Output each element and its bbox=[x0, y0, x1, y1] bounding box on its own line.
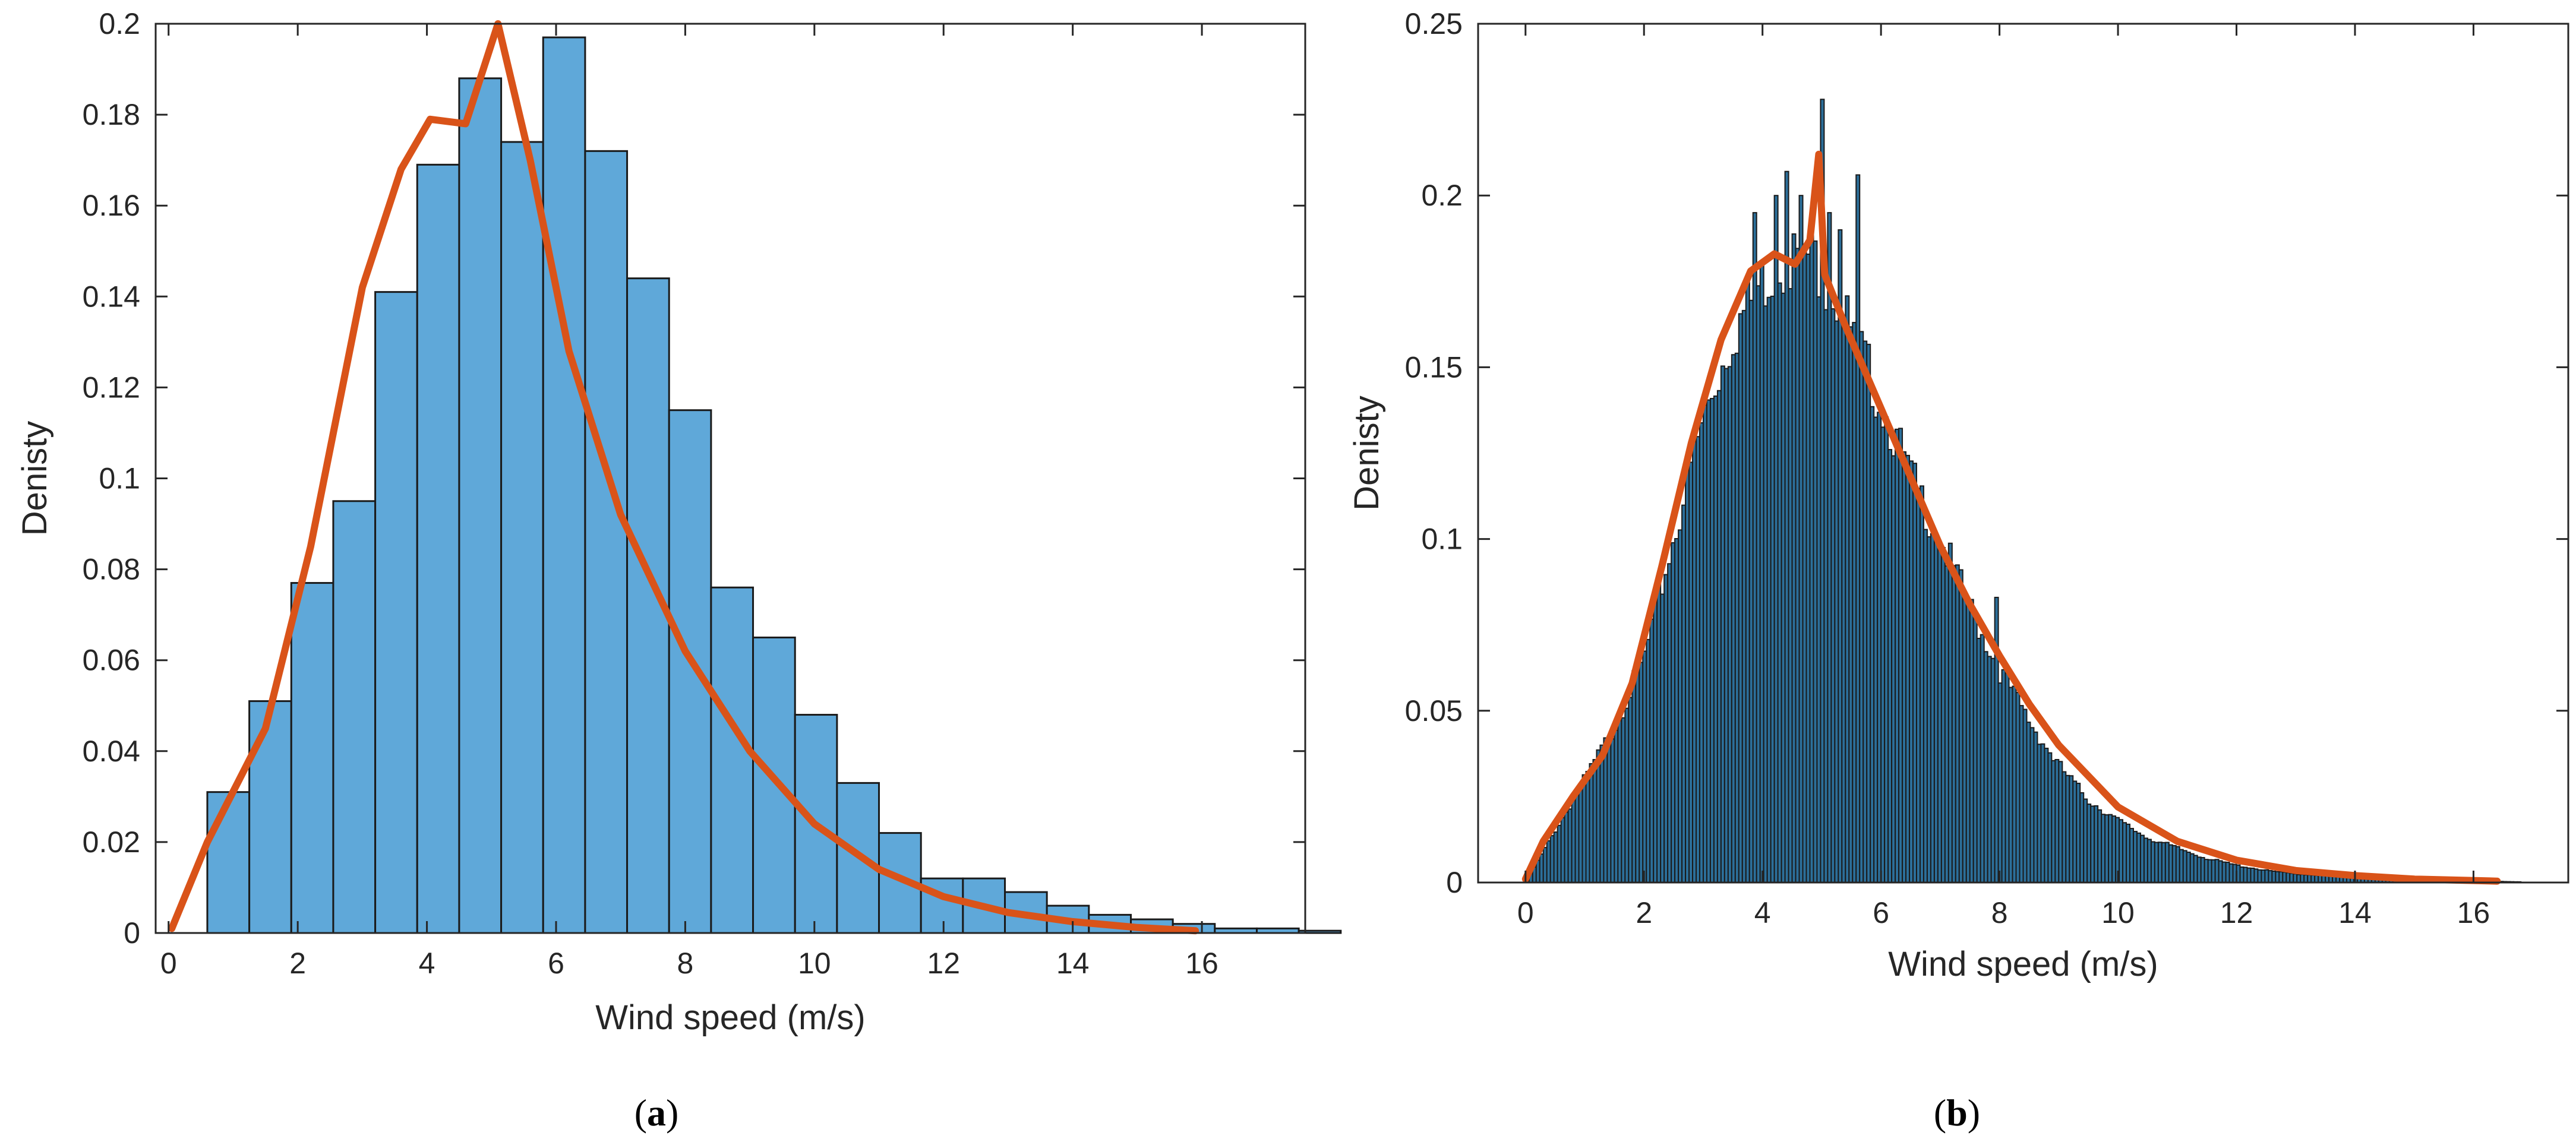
x-tick-label: 0 bbox=[1517, 896, 1534, 929]
y-tick-label: 0.05 bbox=[1405, 694, 1463, 728]
y-tick-label: 0.08 bbox=[83, 553, 140, 586]
density-curve-b bbox=[1521, 150, 2501, 885]
histogram-bar bbox=[542, 36, 586, 934]
histogram-chart-b: 0 2 4 6 8 10 12 14 16 0 0.05 0.1 0.15 0.2 0.25 Wind s… bbox=[1347, 7, 2569, 1134]
x-tick-label: 14 bbox=[1056, 947, 1090, 980]
x-tick-label: 8 bbox=[677, 947, 693, 980]
histogram-bar bbox=[206, 791, 251, 934]
panel-label-b: (b) bbox=[1934, 1092, 1980, 1134]
histogram-bar bbox=[710, 586, 755, 934]
histogram-bar bbox=[1298, 929, 1342, 934]
bars-group-b bbox=[1524, 99, 2522, 884]
x-tick-label: 10 bbox=[798, 947, 831, 980]
x-tick-label: 16 bbox=[2457, 896, 2490, 929]
y-tick-label: 0.1 bbox=[99, 462, 140, 495]
histogram-bar bbox=[332, 500, 377, 934]
y-tick-label: 0.04 bbox=[83, 735, 140, 768]
histogram-bar bbox=[458, 77, 503, 934]
y-ticks-a: 0 0.02 0.04 0.06 0.08 0.1 0.12 0.14 0.16 0.18 0.2 bbox=[83, 7, 1305, 950]
panel-label-a: (a) bbox=[634, 1092, 679, 1134]
y-tick-label: 0.12 bbox=[83, 371, 140, 404]
y-tick-label: 0.2 bbox=[1421, 179, 1463, 212]
x-axis-label-a: Wind speed (m/s) bbox=[595, 998, 865, 1037]
density-curve-a bbox=[168, 20, 1199, 935]
y-axis-label-b: Denisty bbox=[1347, 396, 1386, 510]
histogram-bar bbox=[248, 700, 292, 934]
y-tick-label: 0.25 bbox=[1405, 7, 1463, 40]
histogram-bar bbox=[416, 163, 460, 934]
bars-group-a bbox=[206, 36, 1342, 934]
x-tick-label: 6 bbox=[548, 947, 564, 980]
y-tick-label: 0.16 bbox=[83, 189, 140, 222]
x-tick-label: 0 bbox=[160, 947, 177, 980]
y-tick-label: 0.1 bbox=[1421, 523, 1463, 556]
y-ticks-b: 0 0.05 0.1 0.15 0.2 0.25 bbox=[1405, 7, 2568, 899]
panel-label-b-open: ( bbox=[1934, 1092, 1946, 1134]
panel-label-b-letter: b bbox=[1946, 1092, 1968, 1134]
x-tick-label: 12 bbox=[927, 947, 960, 980]
histogram-bar bbox=[752, 636, 796, 934]
histogram-bar bbox=[668, 409, 712, 934]
panel-label-b-close: ) bbox=[1968, 1092, 1980, 1134]
histogram-chart-a: 0 2 4 6 8 10 12 14 16 0 0.02 0.04 0.06 0.08 0.1 0.12 0.… bbox=[15, 7, 1342, 1134]
y-tick-label: 0.18 bbox=[83, 98, 140, 131]
histogram-bar bbox=[500, 141, 544, 934]
x-tick-label: 10 bbox=[2101, 896, 2135, 929]
histogram-bar bbox=[584, 150, 629, 934]
panel-label-a-open: ( bbox=[634, 1092, 647, 1134]
y-axis-label-a: Denisty bbox=[15, 421, 54, 536]
x-tick-label: 6 bbox=[1873, 896, 1889, 929]
y-tick-label: 0 bbox=[124, 916, 140, 950]
x-ticks-a: 0 2 4 6 8 10 12 14 16 bbox=[160, 24, 1218, 980]
x-tick-label: 14 bbox=[2338, 896, 2372, 929]
y-tick-label: 0 bbox=[1446, 866, 1463, 899]
x-tick-label: 4 bbox=[419, 947, 435, 980]
x-tick-label: 2 bbox=[289, 947, 306, 980]
x-tick-label: 2 bbox=[1636, 896, 1652, 929]
axes-box-b bbox=[1477, 23, 2569, 884]
x-tick-label: 16 bbox=[1185, 947, 1218, 980]
panel-label-a-letter: a bbox=[647, 1092, 666, 1134]
y-tick-label: 0.2 bbox=[99, 7, 140, 40]
x-tick-label: 8 bbox=[1991, 896, 2008, 929]
panel-label-a-close: ) bbox=[666, 1092, 678, 1134]
x-axis-label-b: Wind speed (m/s) bbox=[1888, 945, 2158, 983]
histogram-bar bbox=[374, 291, 418, 934]
x-tick-label: 12 bbox=[2220, 896, 2253, 929]
y-tick-label: 0.14 bbox=[83, 280, 140, 313]
x-tick-label: 4 bbox=[1754, 896, 1771, 929]
y-tick-label: 0.06 bbox=[83, 644, 140, 677]
y-tick-label: 0.15 bbox=[1405, 350, 1463, 384]
histogram-bar bbox=[290, 582, 334, 934]
y-tick-label: 0.02 bbox=[83, 825, 140, 859]
x-ticks-b: 0 2 4 6 8 10 12 14 16 bbox=[1517, 24, 2490, 929]
